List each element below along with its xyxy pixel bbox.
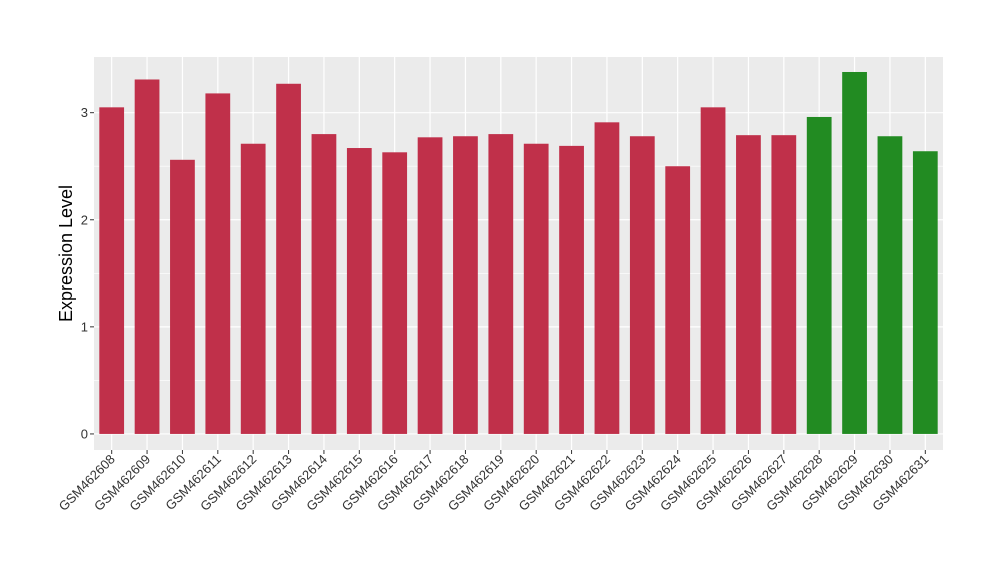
bar-GSM462630 xyxy=(877,136,903,434)
x-axis: GSM462608GSM462609GSM462610GSM462611GSM4… xyxy=(56,450,931,514)
bar-GSM462614 xyxy=(311,134,337,434)
bar-GSM462629 xyxy=(842,71,867,434)
minor-gridlines xyxy=(94,165,943,381)
bar-GSM462616 xyxy=(382,152,408,434)
y-tick-label: 3 xyxy=(81,105,88,120)
plot-panel xyxy=(94,57,943,450)
bar-GSM462618 xyxy=(453,136,478,434)
bar-GSM462631 xyxy=(912,151,938,434)
bar-GSM462620 xyxy=(523,143,549,434)
bar-GSM462611 xyxy=(205,93,231,434)
bar-GSM462610 xyxy=(170,159,195,434)
bar-GSM462612 xyxy=(240,143,266,434)
bar-GSM462627 xyxy=(771,135,797,434)
y-tick-label: 1 xyxy=(81,319,88,334)
bar-GSM462608 xyxy=(99,107,125,434)
bar-GSM462609 xyxy=(134,79,160,434)
bar-GSM462623 xyxy=(629,136,655,434)
bar-GSM462626 xyxy=(736,135,761,434)
y-axis-title: Expression Level xyxy=(56,185,76,322)
y-axis: 0 1 2 3 xyxy=(81,105,94,441)
bar-GSM462613 xyxy=(276,83,301,434)
bar-GSM462615 xyxy=(346,148,372,434)
bar-GSM462625 xyxy=(700,107,726,434)
bar-GSM462622 xyxy=(594,122,620,434)
bars xyxy=(99,71,938,434)
bar-GSM462624 xyxy=(665,166,691,434)
y-tick-label: 2 xyxy=(81,212,88,227)
bar-GSM462621 xyxy=(559,145,584,434)
bar-GSM462628 xyxy=(806,116,832,434)
bar-GSM462619 xyxy=(488,134,514,434)
y-tick-label: 0 xyxy=(81,426,88,441)
bar-GSM462617 xyxy=(417,137,443,434)
